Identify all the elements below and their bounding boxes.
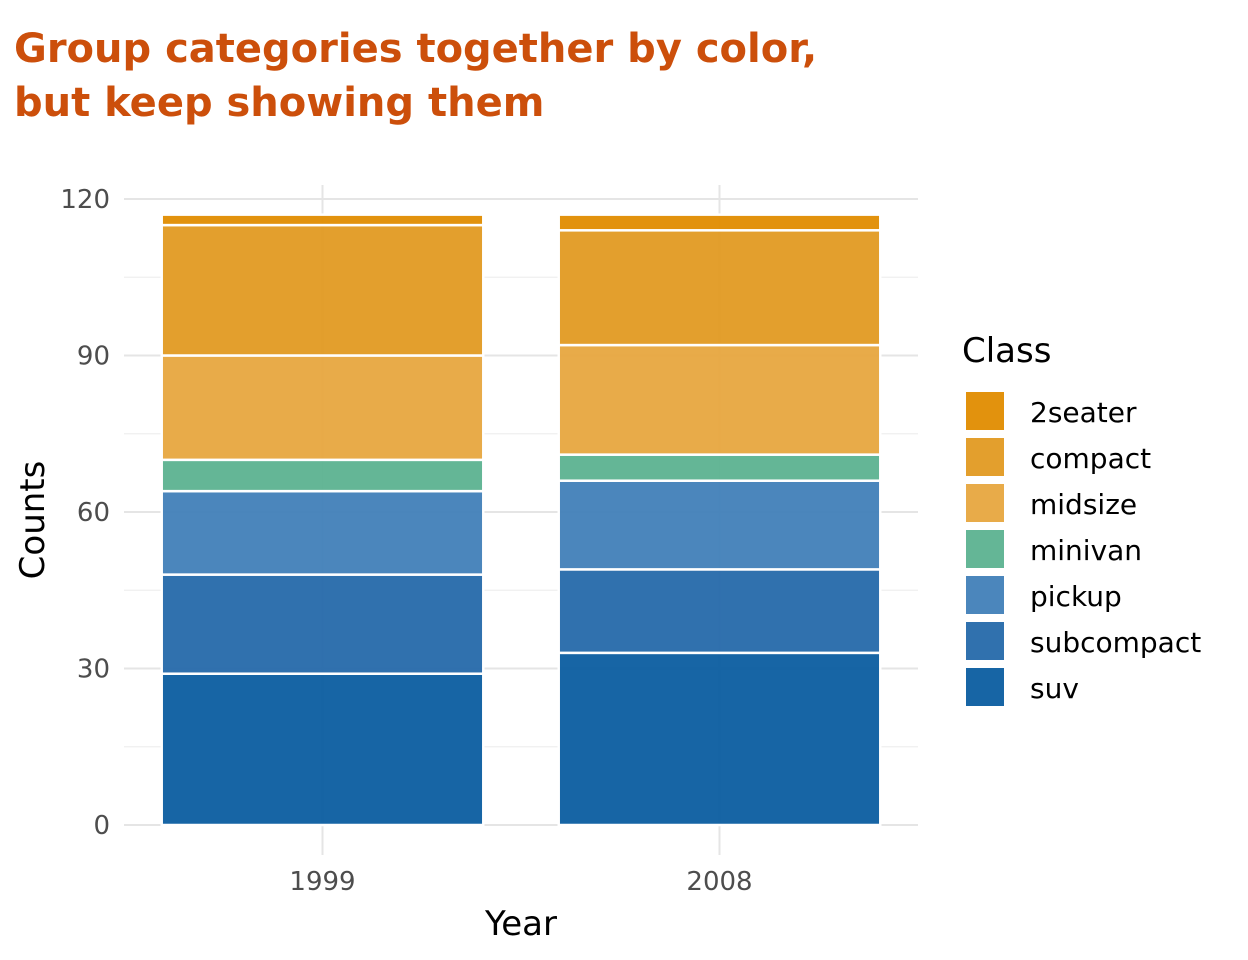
legend-label-compact: compact	[1030, 442, 1151, 475]
y-tick-label: 120	[60, 185, 110, 215]
legend-label-subcompact: subcompact	[1030, 626, 1201, 659]
legend-label-2seater: 2seater	[1030, 396, 1137, 429]
legend-key-pickup	[964, 574, 1006, 616]
y-tick-label: 90	[77, 342, 110, 372]
legend-key-subcompact	[964, 620, 1006, 662]
bar-pickup-2008	[557, 479, 882, 571]
bar-pickup-1999	[160, 489, 485, 576]
legend-key-minivan	[964, 528, 1006, 570]
bar-compact-2008	[557, 229, 882, 347]
legend-label-pickup: pickup	[1030, 580, 1122, 613]
legend-label-minivan: minivan	[1030, 534, 1142, 567]
y-axis-title: Counts	[13, 461, 53, 580]
chart-title-line-1: Group categories together by color,	[14, 26, 818, 72]
legend-label-suv: suv	[1030, 672, 1079, 705]
chart-title: Group categories together by color, but …	[14, 22, 817, 130]
x-tick-label: 1999	[289, 867, 355, 897]
y-tick-label: 30	[77, 655, 110, 685]
bar-subcompact-2008	[557, 568, 882, 655]
bar-midsize-2008	[557, 343, 882, 456]
legend-label-midsize: midsize	[1030, 488, 1137, 521]
legend-key-compact	[964, 436, 1006, 478]
y-axis-ticks: 0 30 60 90 120	[60, 185, 110, 841]
legend-key-midsize	[964, 482, 1006, 524]
bar-minivan-2008	[557, 453, 882, 482]
chart-title-line-2: but keep showing them	[14, 80, 545, 126]
x-axis-title: Year	[484, 904, 557, 944]
legend-key-2seater	[964, 390, 1006, 432]
legend: Class 2seater compact midsize minivan pickup…	[962, 331, 1201, 708]
bar-midsize-1999	[160, 354, 485, 462]
y-tick-label: 60	[77, 498, 110, 528]
bar-compact-1999	[160, 223, 485, 357]
bars	[160, 213, 882, 827]
bar-2seater-2008	[557, 213, 882, 232]
x-tick-label: 2008	[686, 867, 752, 897]
bar-suv-1999	[160, 672, 485, 827]
legend-key-suv	[964, 666, 1006, 708]
bar-suv-2008	[557, 651, 882, 827]
bar-subcompact-1999	[160, 573, 485, 675]
legend-title: Class	[962, 331, 1051, 371]
y-tick-label: 0	[93, 811, 110, 841]
bar-minivan-1999	[160, 458, 485, 493]
bar-2seater-1999	[160, 213, 485, 227]
x-axis-ticks: 1999 2008	[289, 867, 752, 897]
